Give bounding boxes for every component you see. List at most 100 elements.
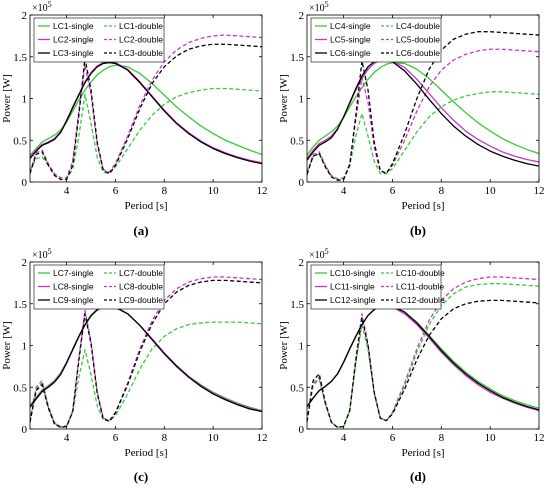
x-tick-label: 10 [485, 432, 497, 444]
series-line-lc3-double [30, 43, 262, 181]
legend-label: LC6-double [396, 48, 440, 58]
y-tick-label: 0 [22, 177, 28, 189]
legend-label: LC9-double [119, 295, 163, 305]
legend-box [310, 17, 442, 63]
series-line-lc11-single [307, 304, 539, 412]
legend-label: LC5-double [396, 35, 440, 45]
y-tick-label: 2 [22, 10, 28, 22]
legend-label: LC6-single [330, 48, 371, 58]
y-tick-label: 1 [299, 94, 305, 106]
y-axis-label: Power [W] [1, 74, 13, 123]
x-tick-label: 4 [341, 185, 347, 197]
legend-label: LC8-single [53, 282, 94, 292]
series-line-lc5-double [307, 48, 539, 181]
y-tick-label: 2 [299, 10, 305, 22]
y-multiplier: ×105 [32, 247, 52, 261]
y-tick-label: 0.5 [13, 382, 27, 394]
y-tick-label: 2 [299, 257, 305, 269]
x-tick-label: 8 [162, 185, 168, 197]
y-axis-label: Power [W] [1, 321, 13, 370]
legend-label: LC5-single [330, 35, 371, 45]
legend: LC7-single LC7-double LC8-single LC8-double… [33, 264, 165, 310]
legend-label: LC10-double [396, 268, 445, 278]
y-tick-label: 0.5 [13, 135, 27, 147]
legend-label: LC1-double [119, 21, 163, 31]
x-tick-label: 10 [208, 432, 220, 444]
series-line-lc8-double [30, 276, 262, 428]
series-line-lc9-single [30, 304, 262, 413]
legend-box [33, 264, 165, 310]
x-tick-label: 12 [534, 185, 545, 197]
series-line-lc10-double [307, 283, 539, 428]
y-multiplier: ×105 [309, 0, 329, 14]
panel-label: (c) [134, 469, 148, 484]
chart-panel-4: 4 6 8 10 12 0 0.5 1 1.5 2 ×105 Period [s] Power [W] (… [278, 247, 545, 484]
legend-label: LC2-double [119, 35, 163, 45]
series-line-lc2-double [30, 34, 262, 179]
legend: LC4-single LC4-double LC5-single LC5-double… [310, 17, 442, 63]
y-tick-label: 0.5 [290, 382, 304, 394]
legend-box [310, 264, 442, 310]
series-line-lc6-double [307, 31, 539, 181]
y-tick-label: 0 [299, 177, 305, 189]
y-multiplier: ×105 [309, 247, 329, 261]
legend: LC1-single LC1-double LC2-single LC2-double… [33, 17, 165, 63]
y-tick-label: 0 [299, 424, 305, 436]
chart-panel-1: 4 6 8 10 12 0 0.5 1 1.5 2 ×105 Period [s] Power [W] (… [1, 0, 268, 238]
series-line-lc12-double [307, 299, 539, 428]
x-axis-label: Period [s] [124, 447, 167, 459]
y-tick-label: 1.5 [13, 299, 27, 311]
legend-label: LC7-single [53, 268, 94, 278]
y-tick-label: 1.5 [290, 52, 304, 64]
x-tick-label: 4 [341, 432, 347, 444]
series-line-lc1-double [30, 87, 262, 179]
series-line-lc1-single [30, 64, 262, 156]
x-tick-label: 10 [208, 185, 220, 197]
x-tick-label: 12 [257, 185, 268, 197]
x-tick-label: 4 [64, 185, 70, 197]
y-tick-label: 1 [22, 341, 28, 353]
x-tick-label: 10 [485, 185, 497, 197]
x-tick-label: 6 [390, 185, 396, 197]
chart-panel-2: 4 6 8 10 12 0 0.5 1 1.5 2 ×105 Period [s] Power [W] (… [278, 0, 545, 238]
legend-label: LC3-double [119, 48, 163, 58]
x-axis-label: Period [s] [401, 200, 444, 212]
x-tick-label: 8 [439, 432, 445, 444]
y-tick-label: 1 [299, 341, 305, 353]
x-axis-label: Period [s] [124, 200, 167, 212]
legend: LC10-single LC10-double LC11-single LC11-do… [310, 264, 445, 310]
y-axis-label: Power [W] [278, 74, 290, 123]
y-tick-label: 1 [22, 94, 28, 106]
legend-label: LC12-double [396, 295, 445, 305]
panel-label: (a) [133, 223, 148, 238]
y-tick-label: 1.5 [13, 52, 27, 64]
panel-label: (d) [410, 469, 426, 484]
x-tick-label: 8 [439, 185, 445, 197]
y-tick-label: 0.5 [290, 135, 304, 147]
legend-label: LC3-single [53, 48, 94, 58]
x-tick-label: 8 [162, 432, 168, 444]
legend-label: LC4-double [396, 21, 440, 31]
legend-label: LC1-single [53, 21, 94, 31]
x-tick-label: 12 [534, 432, 545, 444]
legend-label: LC10-single [330, 268, 376, 278]
legend-label: LC7-double [119, 268, 163, 278]
panel-label: (b) [410, 223, 426, 238]
x-tick-label: 6 [390, 432, 396, 444]
x-tick-label: 6 [113, 432, 119, 444]
y-axis-label: Power [W] [278, 321, 290, 370]
legend-label: LC11-double [396, 282, 444, 292]
series-line-lc10-single [307, 304, 539, 409]
series-line-lc2-single [30, 61, 262, 164]
x-tick-label: 6 [113, 185, 119, 197]
y-tick-label: 0 [22, 424, 28, 436]
legend-label: LC9-single [53, 295, 94, 305]
legend-box [33, 17, 165, 63]
y-multiplier: ×105 [32, 0, 52, 14]
legend-label: LC4-single [330, 21, 371, 31]
legend-label: LC11-single [330, 282, 375, 292]
series-line-lc7-double [30, 321, 262, 428]
series-line-lc4-double [307, 91, 539, 180]
series-line-lc4-single [307, 61, 539, 156]
legend-label: LC8-double [119, 282, 163, 292]
